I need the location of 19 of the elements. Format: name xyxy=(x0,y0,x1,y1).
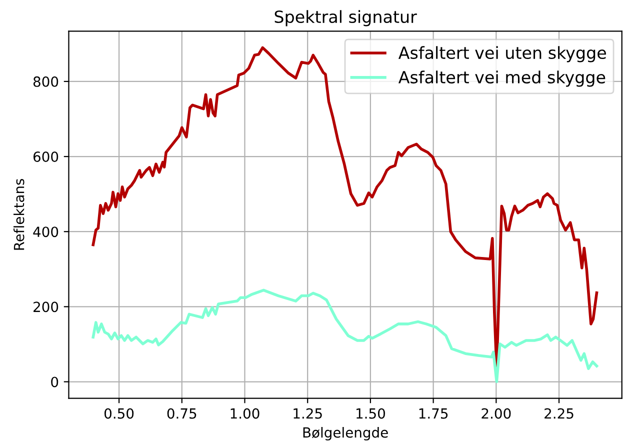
x-tick-label: 0.50 xyxy=(104,408,134,419)
x-axis-title: Bølgelengde xyxy=(303,426,388,440)
y-tick-label: 0 xyxy=(51,376,58,388)
x-tick-label: 2.25 xyxy=(544,408,574,419)
y-tick-label: 600 xyxy=(33,151,58,162)
x-tick-label: 1.25 xyxy=(294,408,322,419)
y-tick-label: 200 xyxy=(34,302,58,312)
chart-title: Spektral signatur xyxy=(274,10,417,26)
x-tick-label: 1.00 xyxy=(230,408,260,419)
y-tick-label: 800 xyxy=(33,76,58,87)
y-tick-label: 400 xyxy=(33,226,58,238)
legend-label: Asfaltert vei med skygge xyxy=(398,70,606,87)
x-tick-label: 1.50 xyxy=(356,408,385,419)
x-tick-label: 1.75 xyxy=(419,408,448,419)
line-series xyxy=(92,288,598,384)
x-tick-label: 2.00 xyxy=(482,408,511,419)
x-tick-label: 0.75 xyxy=(167,408,196,419)
y-axis-title: Reflektans xyxy=(14,178,24,250)
legend-label: Asfaltert vei uten skygge xyxy=(398,46,606,62)
